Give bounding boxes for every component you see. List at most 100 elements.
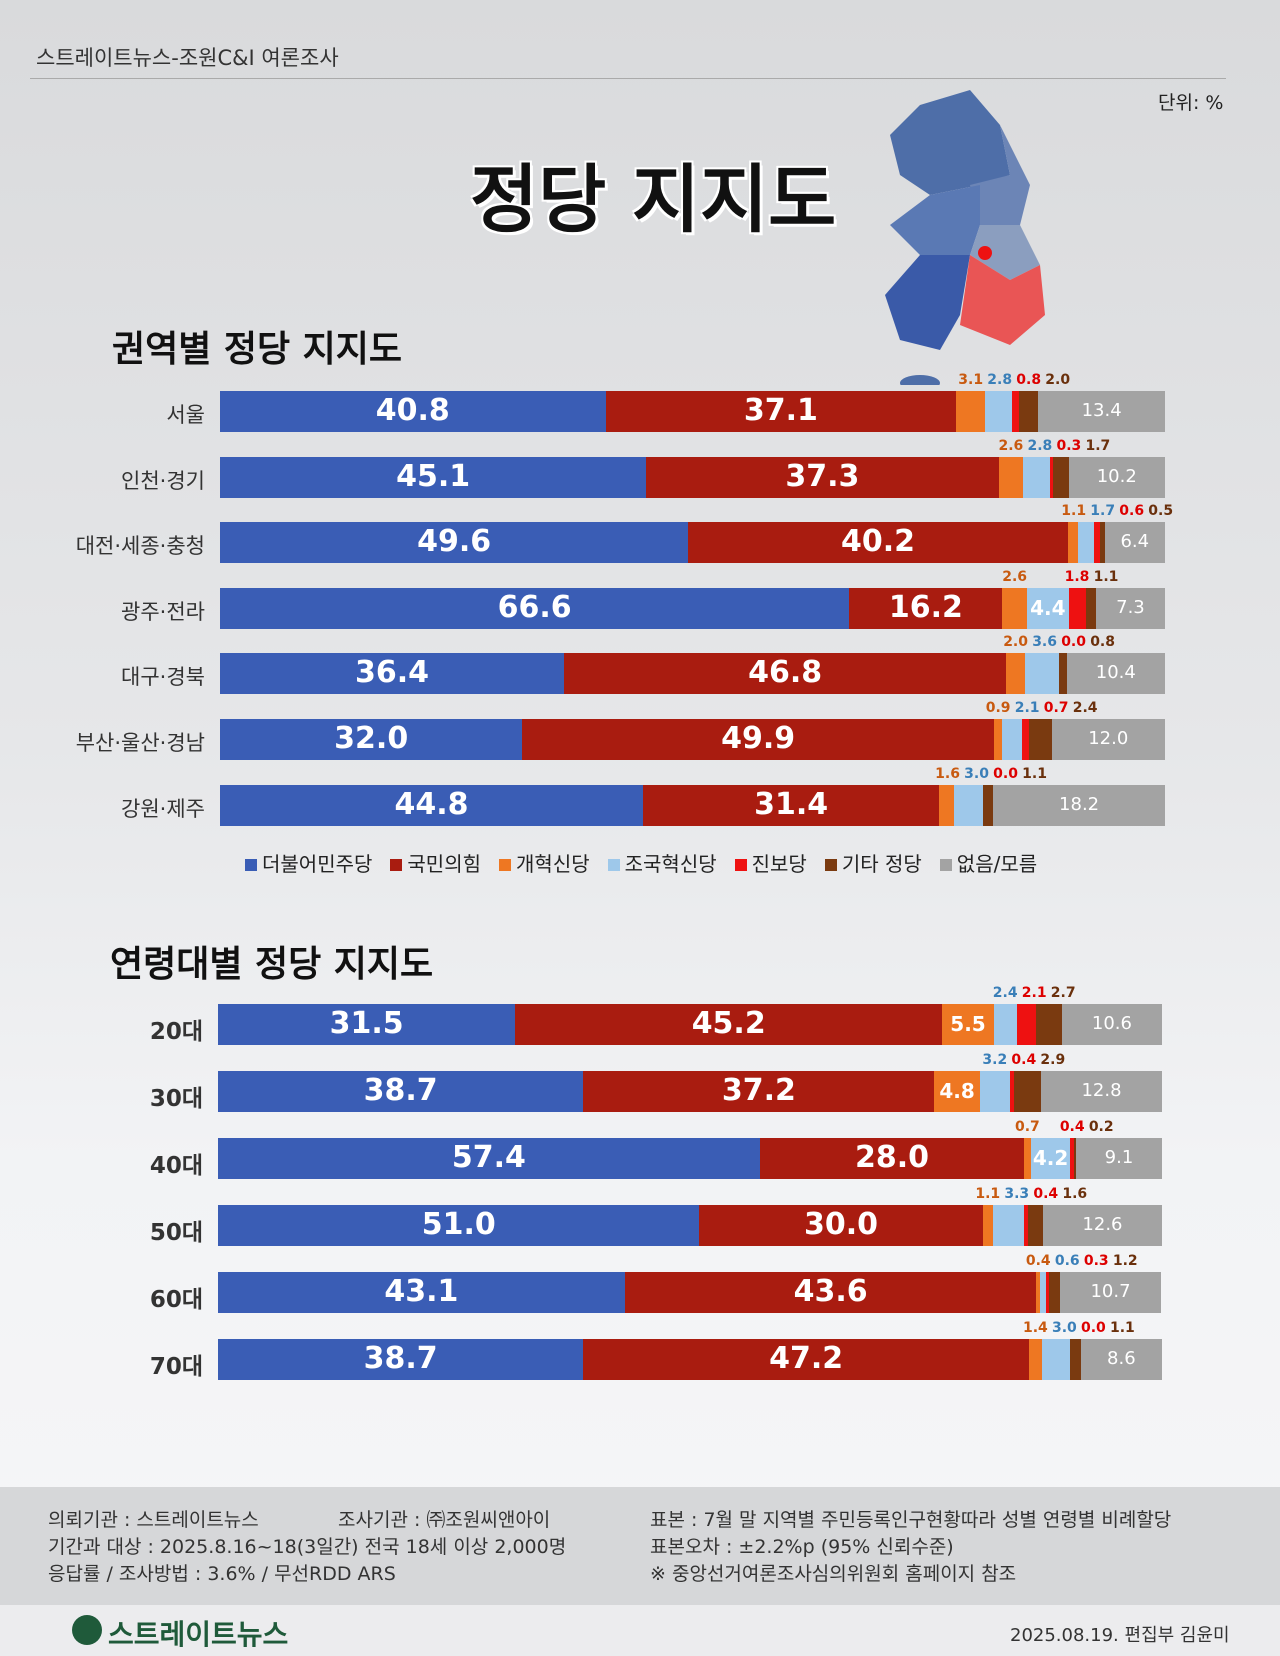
- stacked-bar: 38.7 37.2 4.8 3.2 0.4 2.9 12.8: [218, 1052, 1162, 1112]
- data-label: 18.2: [1059, 793, 1100, 815]
- data-label: 6.4: [1120, 531, 1150, 553]
- bar-segment: 31.5: [218, 1004, 516, 1045]
- footer-method: 응답률 / 조사방법 : 3.6% / 무선RDD ARS: [48, 1563, 396, 1585]
- bar-segment: [1099, 522, 1105, 564]
- bar-segment: 32.0: [220, 719, 523, 760]
- bar-segment: [993, 1205, 1025, 1246]
- bar-segment: [1042, 1339, 1071, 1380]
- data-label: 3.2: [982, 1052, 1008, 1068]
- bar-segment: 66.6: [220, 587, 850, 629]
- region-chart-title: 권역별 정당 지지도: [112, 329, 403, 370]
- legend-swatch: [939, 859, 952, 871]
- bar-segment: [1027, 1205, 1043, 1246]
- data-label: 31.4: [754, 786, 829, 822]
- legend-label: 더불어민주당: [262, 852, 373, 876]
- bar-segment: 38.7: [218, 1339, 584, 1380]
- legend: 더불어민주당 국민의힘 개혁신당 조국혁신당 진보당 기타 정당 없음/모름: [245, 848, 1037, 877]
- bar-segment: [1024, 1138, 1031, 1179]
- row-label: 광주·전라: [121, 599, 205, 624]
- data-label: 38.7: [363, 1073, 438, 1108]
- data-label: 1.2: [1112, 1253, 1138, 1269]
- logo-text: 스트레이트뉴스: [108, 1618, 289, 1651]
- credit: 2025.08.19. 편집부 김윤미: [1010, 1625, 1230, 1646]
- bar-segment: [1059, 653, 1067, 695]
- bar-segment: 49.9: [522, 719, 994, 760]
- bar-segment: [1022, 719, 1029, 760]
- data-label: 30.0: [804, 1207, 879, 1242]
- bar-segment: 10.4: [1066, 653, 1165, 695]
- legend-swatch: [499, 859, 512, 871]
- bar-segment: 37.1: [605, 391, 957, 432]
- data-label: 49.6: [417, 524, 492, 560]
- data-label: 44.8: [394, 786, 469, 822]
- legend-label: 개혁신당: [516, 852, 590, 876]
- data-label: 43.1: [384, 1274, 459, 1309]
- data-label: 0.5: [1148, 503, 1174, 520]
- data-label: 1.7: [1090, 503, 1116, 520]
- bar-segment: [1040, 1272, 1046, 1313]
- data-label: 3.0: [1052, 1320, 1077, 1336]
- bar-segment: 10.7: [1060, 1272, 1161, 1313]
- legend-item: 진보당: [734, 848, 807, 877]
- bar-segment: 4.2: [1030, 1138, 1071, 1179]
- data-label: 2.4: [1072, 700, 1098, 716]
- data-label: 5.5: [950, 1012, 986, 1036]
- bar-segment: 31.4: [642, 784, 940, 826]
- data-label: 49.9: [721, 721, 796, 756]
- legend-label: 국민의힘: [407, 852, 482, 876]
- legend-item: 기타 정당: [824, 848, 922, 877]
- footer-client: 의뢰기관 : 스트레이트뉴스: [48, 1509, 259, 1531]
- bar-segment: 36.4: [220, 653, 564, 695]
- data-label: 1.1: [1061, 503, 1087, 520]
- row-label: 60대: [149, 1287, 203, 1313]
- legend-item: 조국혁신당: [607, 848, 717, 877]
- row-label: 부산·울산·경남: [75, 731, 205, 755]
- data-label: 2.8: [987, 372, 1013, 388]
- bar-segment: [1025, 653, 1060, 695]
- bar-segment: [1016, 1004, 1037, 1045]
- stacked-bar: 44.8 31.4 1.6 3.0 0.0 1.1 18.2: [220, 766, 1165, 826]
- data-label: 31.5: [329, 1006, 404, 1041]
- data-label: 0.9: [985, 700, 1011, 716]
- bar-segment: 46.8: [563, 653, 1007, 695]
- data-label: 3.3: [1004, 1186, 1030, 1202]
- data-label: 2.6: [1002, 568, 1028, 585]
- bar-segment: 37.3: [646, 456, 999, 498]
- data-label: 32.0: [334, 721, 409, 756]
- bar-segment: [1028, 1339, 1043, 1380]
- korea-map-icon: [885, 90, 1045, 385]
- stacked-bar: 43.1 43.6 0.4 0.6 0.3 1.2 10.7: [218, 1253, 1162, 1313]
- bar-segment: 51.0: [218, 1205, 700, 1246]
- legend-label: 없음/모름: [956, 852, 1038, 876]
- bar-segment: 44.8: [220, 784, 643, 826]
- data-label: 13.4: [1081, 400, 1122, 421]
- row-label: 20대: [149, 1019, 203, 1045]
- stacked-bar: 40.8 37.1 3.1 2.8 0.8 2.0 13.4: [220, 372, 1165, 432]
- bar-segment: 45.1: [220, 456, 647, 498]
- data-label: 1.8: [1064, 568, 1090, 585]
- legend-swatch: [245, 859, 257, 871]
- data-label: 28.0: [854, 1140, 930, 1175]
- row-label: 서울: [166, 403, 205, 427]
- bar-segment: [998, 456, 1024, 498]
- bar-segment: 5.5: [942, 1004, 994, 1045]
- data-label: 12.8: [1081, 1080, 1122, 1101]
- legend-swatch: [734, 859, 747, 871]
- data-label: 37.2: [721, 1073, 796, 1108]
- legend-label: 진보당: [751, 852, 807, 876]
- bar-segment: [1070, 1339, 1081, 1380]
- data-label: 1.6: [935, 765, 960, 782]
- bar-segment: 38.7: [218, 1071, 584, 1112]
- bar-segment: 37.2: [583, 1071, 935, 1112]
- data-label: 0.6: [1119, 503, 1145, 520]
- data-label: 10.7: [1090, 1281, 1131, 1302]
- stacked-bar: 36.4 46.8 2.0 3.6 0.0 0.8 10.4: [220, 634, 1165, 695]
- data-label: 0.7: [1014, 1119, 1040, 1135]
- footer-period: 기간과 대상 : 2025.8.16~18(3일간) 전국 18세 이상 2,0…: [48, 1536, 567, 1558]
- bar-segment: 4.8: [934, 1071, 980, 1112]
- row-label: 대구·경북: [121, 665, 205, 690]
- bar-segment: 12.0: [1051, 719, 1165, 760]
- age-chart-title: 연령대별 정당 지지도: [110, 944, 434, 985]
- data-label: 66.6: [497, 589, 572, 625]
- data-label: 0.0: [993, 765, 1018, 782]
